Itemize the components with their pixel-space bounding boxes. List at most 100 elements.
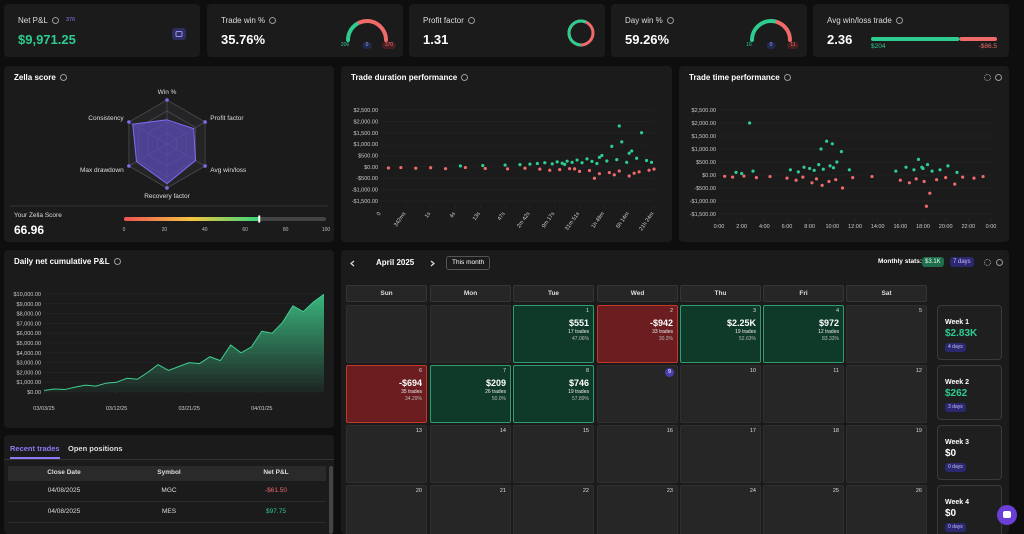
day-trades: 26 trades <box>485 389 506 395</box>
day-cell: 19 <box>846 425 927 483</box>
chat-button[interactable] <box>997 505 1017 525</box>
point <box>751 169 755 173</box>
table-cell: -$61.50 <box>264 487 288 494</box>
point <box>627 151 631 155</box>
info-icon <box>461 74 468 81</box>
day-cell: 3 $2.25K 19 trades 52.63% <box>680 305 761 363</box>
radar-vertex <box>203 120 207 124</box>
month-title: April 2025 <box>376 258 415 267</box>
point <box>835 160 839 164</box>
day-trades: 19 trades <box>735 329 756 335</box>
scale-tick-label: 80 <box>283 227 289 233</box>
tab[interactable]: Open positions <box>68 444 123 453</box>
point <box>399 165 403 170</box>
point <box>612 173 616 177</box>
point <box>572 167 577 171</box>
day-cell: 24 <box>680 485 761 534</box>
next-button[interactable] <box>430 260 435 267</box>
week-pnl: $0 <box>945 508 957 519</box>
point <box>592 176 597 180</box>
day-pnl: $551 <box>568 318 589 328</box>
score-marker <box>258 215 261 223</box>
this-month-button[interactable]: This month <box>446 256 491 270</box>
day-number: 14 <box>499 428 506 434</box>
x-tick-label: 342ms <box>393 211 408 228</box>
radar-area <box>132 119 197 185</box>
point <box>731 175 735 179</box>
x-tick-label: 47s <box>497 211 507 222</box>
chart-canvas <box>871 37 997 41</box>
day-number: 8 <box>585 368 589 374</box>
week-label: Week 2 <box>945 379 969 386</box>
day-number: 17 <box>749 428 756 434</box>
point <box>632 171 636 175</box>
point <box>505 167 510 171</box>
point <box>912 168 916 172</box>
day-cell: 12 <box>846 365 927 423</box>
x-tick-label: 4s <box>449 211 457 219</box>
point <box>617 124 621 128</box>
radar-vertex <box>203 164 207 168</box>
info-icon <box>468 17 475 24</box>
radar-label: Avg win/loss <box>210 167 247 174</box>
kpi-label: Profit factor <box>423 16 464 25</box>
y-tick-label: $7,000.00 <box>17 321 41 327</box>
point <box>443 167 448 171</box>
point <box>568 167 572 171</box>
ring-value <box>567 19 595 47</box>
column-header: Symbol <box>157 469 181 476</box>
radar-vertex <box>165 186 169 190</box>
chart-canvas <box>567 19 595 47</box>
day-number: 12 <box>915 368 922 374</box>
point <box>870 174 874 179</box>
point <box>644 158 649 163</box>
point <box>981 174 985 179</box>
y-tick-label: -$1,000.00 <box>352 188 378 194</box>
point <box>597 172 601 176</box>
settings-icon[interactable] <box>984 259 991 266</box>
point <box>847 168 851 172</box>
y-tick-label: $5,000.00 <box>17 341 41 347</box>
x-tick-label: 1s <box>424 211 432 219</box>
day-trades: 17 trades <box>568 329 589 335</box>
row-divider <box>8 522 326 523</box>
point <box>590 159 594 164</box>
point <box>565 159 569 163</box>
point <box>595 161 599 166</box>
prev-button[interactable] <box>350 260 355 267</box>
day-win-rate: 34.29% <box>405 396 422 402</box>
day-cell <box>430 305 511 363</box>
card: Daily net cumulative P&L $10,000.00 $9,000… <box>4 250 334 428</box>
day-cell: 14 <box>430 425 511 483</box>
x-tick-label: 04/01/25 <box>251 406 272 412</box>
day-cell: 7 $209 26 trades 50.0% <box>430 365 511 423</box>
x-tick-label: 03/12/25 <box>106 406 127 412</box>
point <box>801 175 805 179</box>
kpi-value: 35.76% <box>221 32 266 47</box>
gauge-win <box>346 21 360 42</box>
point <box>535 161 539 166</box>
weekday-header: Mon <box>430 285 511 302</box>
point <box>925 163 930 167</box>
week-days: 0 days <box>945 523 966 532</box>
tab[interactable]: Recent trades <box>10 444 60 453</box>
weekday-label: Mon <box>463 290 478 297</box>
point <box>938 168 942 172</box>
point <box>935 178 939 182</box>
point <box>946 164 950 168</box>
chart-canvas: $2,500.00 $2,000.00 $1,500.00 $1,000.00 $500… <box>690 108 997 230</box>
point <box>898 178 902 182</box>
y-tick-label: $500.00 <box>358 154 378 160</box>
y-tick-label: $8,000.00 <box>17 312 41 318</box>
chart-canvas <box>350 260 435 267</box>
score-bar <box>124 217 260 221</box>
point <box>548 168 552 172</box>
point <box>649 160 654 164</box>
point <box>639 131 644 135</box>
x-tick-label: 13s <box>472 211 482 222</box>
point <box>734 170 738 174</box>
point <box>930 169 934 173</box>
chat-icon <box>1003 511 1011 518</box>
point <box>575 158 579 162</box>
week-pnl: $262 <box>945 388 968 399</box>
